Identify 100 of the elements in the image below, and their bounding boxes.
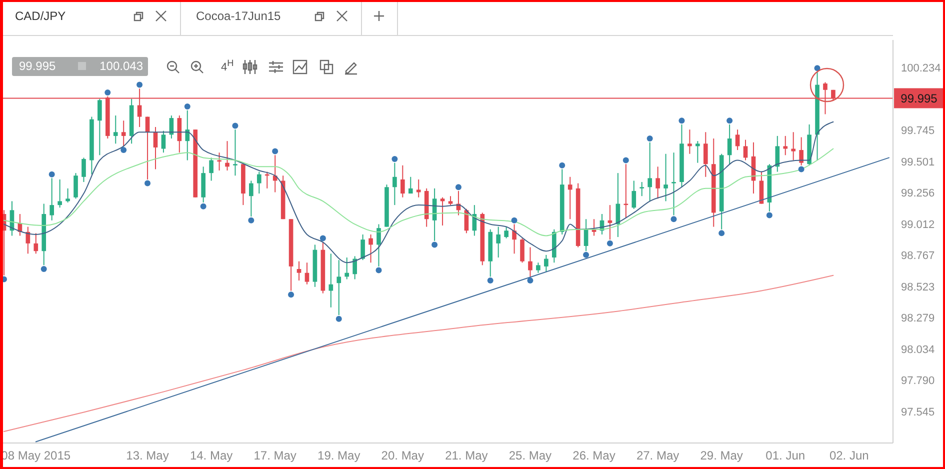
candlestick <box>528 246 532 278</box>
candlestick <box>82 157 86 183</box>
candlestick <box>632 180 636 210</box>
line-series <box>3 274 834 432</box>
candlestick <box>672 152 676 216</box>
candlestick <box>783 135 788 156</box>
annotation: 4$^{H}$ <box>221 58 234 74</box>
candlestick <box>161 130 166 154</box>
point <box>248 217 254 224</box>
y-tick-label: 99.012 <box>901 218 935 231</box>
point <box>455 184 462 190</box>
x-tick-label: 21. May <box>445 448 488 463</box>
point <box>622 157 629 164</box>
y-tick-label: 97.790 <box>901 375 935 388</box>
candlestick <box>544 254 548 272</box>
candlestick <box>328 253 334 308</box>
candlestick <box>296 260 302 282</box>
y-tick-label: 99.501 <box>901 156 935 168</box>
point <box>232 122 238 129</box>
point <box>678 118 685 124</box>
y-tick-label: 99.745 <box>901 125 935 138</box>
candlestick <box>648 142 652 202</box>
candlestick <box>408 176 413 194</box>
candlestick <box>113 114 118 144</box>
candlestick <box>791 132 796 161</box>
point <box>392 156 398 162</box>
candlestick <box>233 129 238 176</box>
candlestick <box>400 164 405 198</box>
point <box>200 203 206 210</box>
point <box>670 216 677 222</box>
point <box>766 212 772 218</box>
candlestick <box>352 256 357 280</box>
x-tick-label: 29. May <box>700 448 743 463</box>
candlestick <box>640 182 644 197</box>
candlestick <box>50 178 54 221</box>
point <box>718 230 725 236</box>
x-tick-label: 02. Jun <box>829 448 869 463</box>
point <box>487 278 494 284</box>
point <box>646 136 653 142</box>
y-tick-label: 99.256 <box>901 188 935 200</box>
point <box>511 217 518 224</box>
y-tick-label: 100.234 <box>901 62 941 75</box>
point <box>288 292 294 298</box>
point <box>527 278 534 284</box>
y-tick-label: 98.767 <box>901 250 935 262</box>
candlestick <box>392 162 397 206</box>
candlestick <box>440 196 445 226</box>
x-tick-label: 25. May <box>508 448 552 463</box>
candlestick <box>121 120 126 147</box>
candlestick <box>376 224 381 267</box>
x-tick-label: 19. May <box>318 448 360 463</box>
annotation: 100.043 <box>100 59 143 73</box>
y-tick-label: 98.034 <box>901 344 935 356</box>
point <box>272 148 278 154</box>
candlestick <box>66 188 70 203</box>
text: Cocoa-17Jun15 <box>196 9 281 23</box>
candlestick <box>58 178 62 208</box>
x-tick-label: 14. May <box>190 448 233 463</box>
x-tick-label: 17. May <box>254 448 296 463</box>
candlestick <box>34 232 38 254</box>
point <box>606 240 613 246</box>
point <box>40 266 47 272</box>
candlestick <box>520 238 524 264</box>
candlestick <box>512 224 516 254</box>
point <box>432 242 438 248</box>
candlestick <box>256 171 262 194</box>
text: CAD/JPY <box>15 9 66 23</box>
candlestick <box>775 135 780 172</box>
candlestick <box>360 234 365 261</box>
x-tick-label: 20. May <box>381 448 424 463</box>
candlestick <box>703 132 708 178</box>
point <box>559 162 566 168</box>
x-tick-label: 13. May <box>126 448 169 463</box>
candlestick <box>727 124 732 165</box>
candlestick <box>735 129 740 151</box>
point <box>583 252 590 258</box>
candlestick <box>209 157 214 182</box>
annotation: 99.995 <box>19 59 56 73</box>
candlestick <box>249 180 254 218</box>
y-tick-label: 98.523 <box>901 281 935 294</box>
point <box>336 316 342 322</box>
point <box>104 89 111 96</box>
candlestick <box>304 262 310 285</box>
x-tick-label: 27. May <box>636 448 680 463</box>
candlestick <box>185 110 190 161</box>
candlestick <box>98 98 102 156</box>
candlestick <box>656 166 660 200</box>
ref-line-label: 99.995 <box>900 92 938 106</box>
point <box>798 166 804 172</box>
candlestick <box>368 234 373 264</box>
candlestick <box>74 172 78 200</box>
candlestick <box>799 136 804 166</box>
candlestick <box>153 126 158 170</box>
candlestick <box>344 256 350 280</box>
candlestick <box>696 140 700 164</box>
y-tick-label: 98.279 <box>901 312 935 325</box>
point <box>726 118 733 124</box>
candlestick <box>416 178 421 198</box>
point <box>144 180 151 186</box>
point <box>136 82 143 88</box>
